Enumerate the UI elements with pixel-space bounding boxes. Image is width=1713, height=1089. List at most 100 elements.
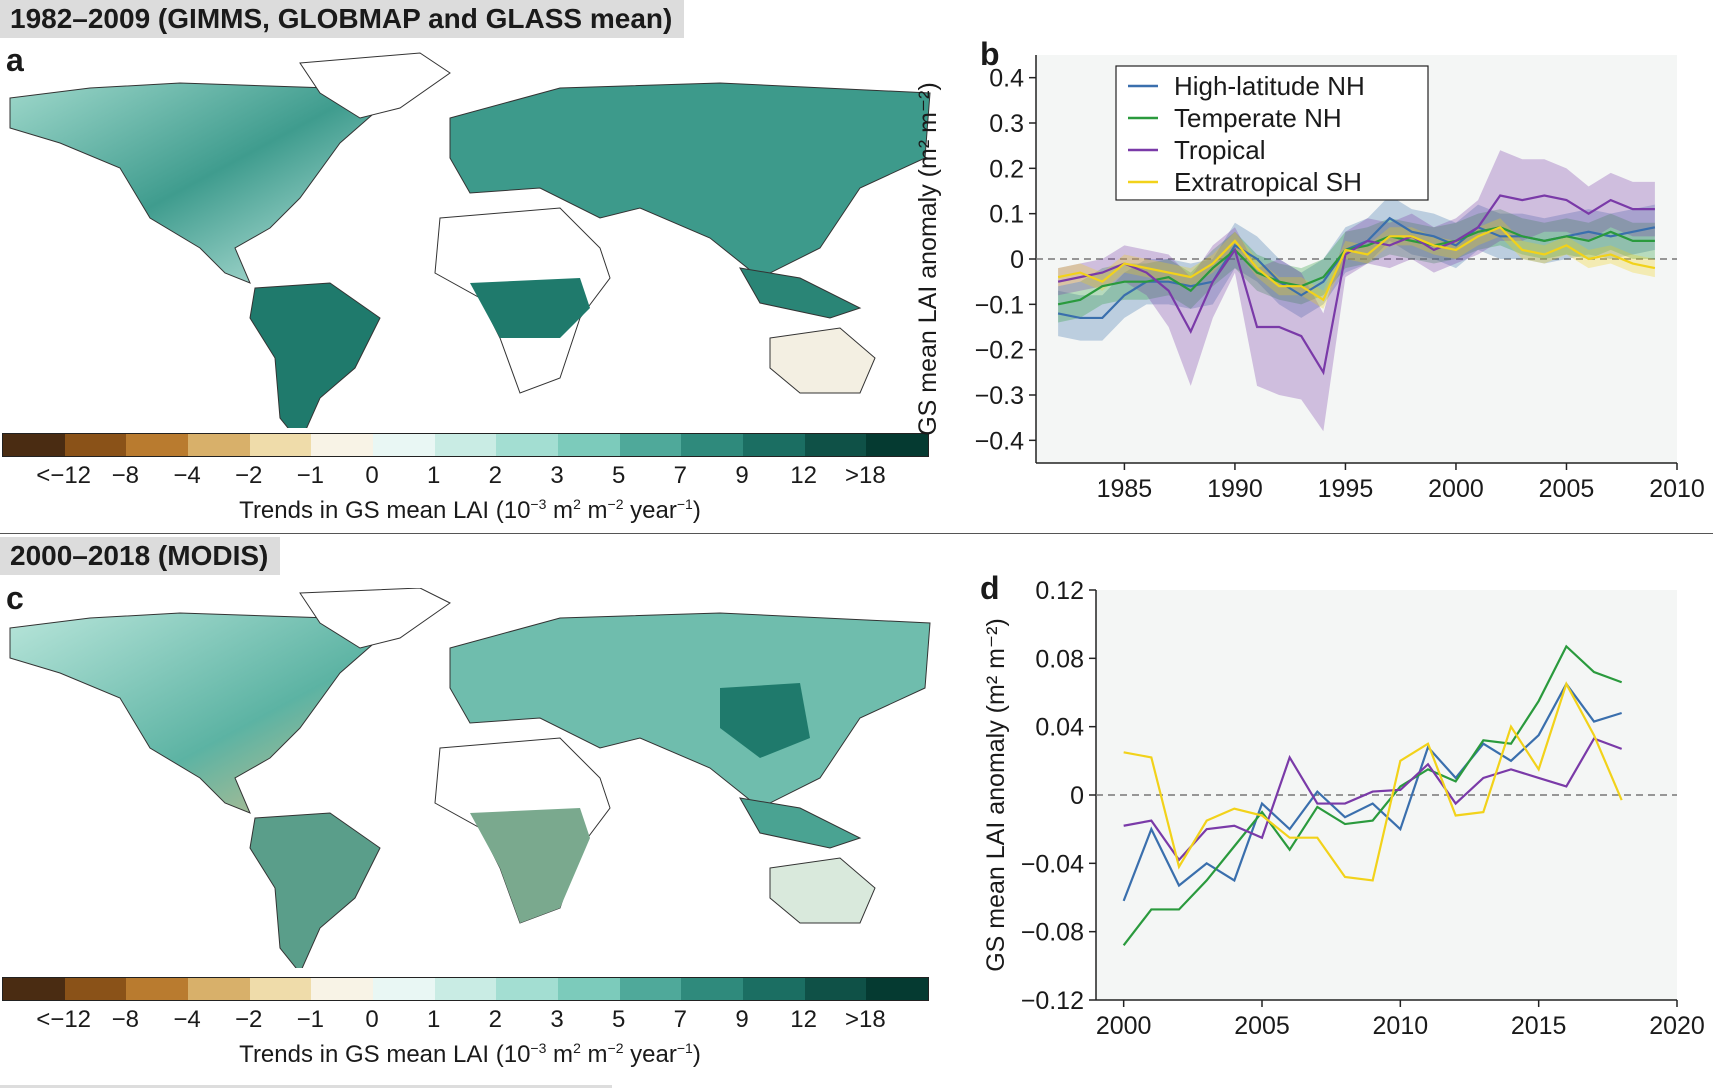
south-east-asia <box>739 267 862 319</box>
colorbar-tick-label: 3 <box>550 462 564 489</box>
colorbar-swatch <box>743 978 805 1000</box>
legend-label: High-latitude NH <box>1174 71 1365 101</box>
y-axis-label: GS mean LAI anomaly (m² m⁻²) <box>914 82 942 436</box>
y-tick-label: 0.4 <box>989 65 1024 93</box>
colorbar-tick-label: −8 <box>111 1006 140 1033</box>
x-tick-label: 2000 <box>1096 1012 1152 1040</box>
uncertainty-band <box>1058 218 1655 309</box>
colorbar-swatch <box>249 978 312 1000</box>
africa-tropics <box>470 278 590 338</box>
colorbar-tick-label: −4 <box>173 462 201 489</box>
colorbar-swatch <box>64 978 127 1000</box>
legend-label: Extratropical SH <box>1174 167 1362 197</box>
panel-letter-c: c <box>6 580 24 616</box>
colorbar-tick-label: −1 <box>296 462 325 489</box>
colorbar-tick-label: <−12 <box>36 1006 92 1033</box>
bottom-divider <box>0 1085 612 1088</box>
colorbar-label-a: Trends in GS mean LAI (10−3 m2 m−2 year−… <box>239 496 701 524</box>
y-tick-label: −0.08 <box>1021 919 1084 947</box>
colorbar-swatch <box>434 978 497 1000</box>
panel-letter-b: b <box>980 36 1000 72</box>
colorbar-swatch <box>188 978 250 1000</box>
colorbar-swatch <box>496 434 559 456</box>
colorbar-tick-label: 1 <box>426 1006 441 1033</box>
colorbar-label-c: Trends in GS mean LAI (10−3 m2 m−2 year−… <box>239 1040 701 1068</box>
colorbar-ticks-a: <−12 −8 −4 −2 −1 0 1 2 3 5 7 9 12 >18 <box>2 462 927 492</box>
colorbar-c <box>2 977 929 1001</box>
uncertainty-band <box>1058 209 1655 323</box>
australia <box>769 857 876 924</box>
colorbar-tick-label: <−12 <box>36 462 92 489</box>
series-line <box>1122 644 1623 947</box>
colorbar-tick-label: 0 <box>365 1006 379 1033</box>
x-tick-label: 1985 <box>1097 475 1153 503</box>
x-tick-label: 2010 <box>1373 1012 1429 1040</box>
south-america <box>249 282 381 428</box>
north-america <box>9 612 381 814</box>
colorbar-swatch <box>373 434 435 456</box>
y-tick-label: 0.2 <box>989 155 1024 183</box>
colorbar-tick-label: 0 <box>365 462 379 489</box>
colorbar-tick-label: 5 <box>611 1006 626 1033</box>
y-tick-label: −0.12 <box>1021 987 1084 1015</box>
colorbar-swatch <box>558 978 620 1000</box>
colorbar-tick-label: 2 <box>488 1006 503 1033</box>
colorbar-swatch <box>558 434 620 456</box>
colorbar-swatch <box>3 978 65 1000</box>
colorbar-swatch <box>434 434 497 456</box>
y-tick-label: 0.12 <box>1035 577 1084 605</box>
legend-label: Tropical <box>1174 135 1266 165</box>
colorbar-swatch <box>866 434 929 456</box>
y-axis-label: GS mean LAI anomaly (m² m⁻²) <box>982 618 1010 972</box>
y-tick-label: 0.1 <box>989 201 1024 229</box>
colorbar-tick-label: 1 <box>426 462 441 489</box>
colorbar-swatch <box>804 978 867 1000</box>
y-tick-label: 0 <box>1010 246 1024 274</box>
panel-letter-d: d <box>980 570 1000 606</box>
continents <box>9 588 931 968</box>
colorbar-tick-label: >18 <box>844 1006 886 1033</box>
north-america <box>9 82 381 284</box>
x-tick-label: 2000 <box>1428 475 1484 503</box>
colorbar-tick-label: −4 <box>173 1006 201 1033</box>
colorbar-tick-label: 2 <box>488 462 503 489</box>
world-map-trend-1982-2009 <box>9 52 931 428</box>
colorbar-tick-label: −8 <box>111 462 140 489</box>
colorbar-tick-label: 9 <box>735 1006 749 1033</box>
x-tick-label: 1995 <box>1318 475 1374 503</box>
colorbar-swatch <box>3 434 65 456</box>
colorbar-swatch <box>866 978 929 1000</box>
colorbar-swatch <box>496 978 559 1000</box>
series-line <box>1122 681 1622 902</box>
world-map-trend-2000-2018 <box>9 588 931 968</box>
y-tick-label: −0.4 <box>975 427 1024 455</box>
series-line <box>1123 737 1623 862</box>
chart-b: 0.4 0.3 0.2 0.1 0 −0.1 −0.2 −0.3 −0.4 1985 1990 199… <box>914 55 1705 503</box>
x-tick-label: 2010 <box>1649 475 1705 503</box>
colorbar-swatch <box>804 434 867 456</box>
colorbar-ticks-c: <−12 −8 −4 −2 −1 0 1 2 3 5 7 9 12 >18 <box>2 1006 927 1036</box>
colorbar-swatch <box>249 434 312 456</box>
colorbar-swatch <box>373 978 435 1000</box>
series-line <box>1123 681 1623 882</box>
y-tick-label: 0 <box>1070 782 1084 810</box>
colorbar-tick-label: 7 <box>673 1006 688 1033</box>
x-tick-label: 2015 <box>1511 1012 1567 1040</box>
colorbar-tick-label: 12 <box>790 1006 818 1033</box>
colorbar-tick-label: −2 <box>234 1006 263 1033</box>
y-tick-label: −0.3 <box>975 382 1024 410</box>
y-tick-label: −0.1 <box>975 291 1024 319</box>
chart-d: 0.12 0.08 0.04 0 −0.04 −0.08 −0.12 2000 2005 2010… <box>982 577 1705 1040</box>
x-tick-label: 2020 <box>1649 1012 1705 1040</box>
colorbar-a <box>2 433 929 457</box>
colorbar-swatch <box>743 434 805 456</box>
colorbar-tick-label: >18 <box>844 462 886 489</box>
africa-south <box>470 808 590 923</box>
series-line <box>1057 225 1656 302</box>
greenland <box>299 588 451 649</box>
colorbar-swatch <box>619 434 682 456</box>
y-tick-label: 0.08 <box>1035 645 1084 673</box>
x-tick-label: 1990 <box>1207 475 1263 503</box>
colorbar-swatch <box>126 978 189 1000</box>
